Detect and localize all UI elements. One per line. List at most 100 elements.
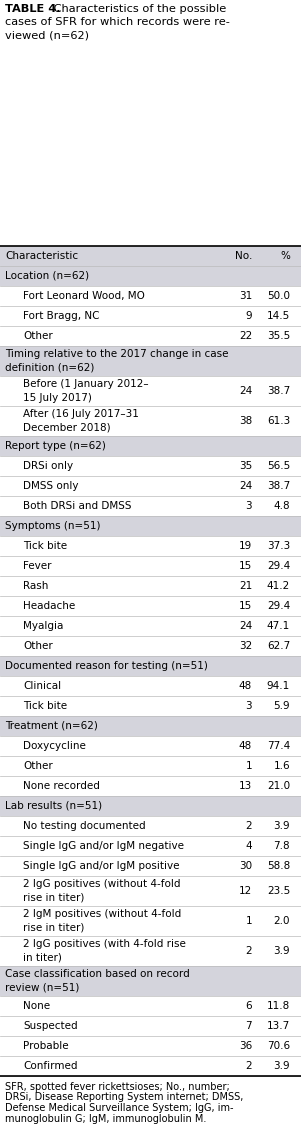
- Text: December 2018): December 2018): [23, 423, 111, 433]
- Text: 13: 13: [239, 781, 252, 791]
- Text: 24: 24: [239, 386, 252, 396]
- Text: 3.9: 3.9: [273, 821, 290, 831]
- Bar: [0, 306, 301, 326]
- Text: None recorded: None recorded: [23, 781, 100, 791]
- Text: 48: 48: [239, 681, 252, 691]
- Text: Doxycycline: Doxycycline: [23, 741, 86, 751]
- Text: 29.4: 29.4: [267, 561, 290, 571]
- Text: 2 IgM positives (without 4-fold: 2 IgM positives (without 4-fold: [23, 909, 181, 919]
- Text: 1: 1: [245, 916, 252, 926]
- Text: 14.5: 14.5: [267, 311, 290, 321]
- Text: 24: 24: [239, 481, 252, 491]
- Bar: [0, 266, 301, 287]
- Text: SFR, spotted fever rickettsioses; No., number;: SFR, spotted fever rickettsioses; No., n…: [5, 1082, 230, 1092]
- Text: Clinical: Clinical: [23, 681, 61, 691]
- Text: Myalgia: Myalgia: [23, 622, 64, 631]
- Text: 15: 15: [239, 601, 252, 611]
- Text: munoglobulin G; IgM, immunoglobulin M.: munoglobulin G; IgM, immunoglobulin M.: [5, 1113, 206, 1123]
- Bar: [0, 326, 301, 346]
- Bar: [0, 596, 301, 616]
- Text: Single IgG and/or IgM negative: Single IgG and/or IgM negative: [23, 841, 184, 851]
- Bar: [0, 836, 301, 856]
- Bar: [0, 536, 301, 556]
- Text: 4.8: 4.8: [273, 501, 290, 511]
- Bar: [0, 406, 301, 437]
- Text: Other: Other: [23, 761, 53, 772]
- Bar: [0, 556, 301, 576]
- Text: 30: 30: [239, 861, 252, 871]
- Text: Other: Other: [23, 331, 53, 341]
- Bar: [0, 456, 301, 476]
- Bar: [0, 776, 301, 796]
- Text: Fort Bragg, NC: Fort Bragg, NC: [23, 311, 100, 321]
- Text: After (16 July 2017–31: After (16 July 2017–31: [23, 409, 139, 420]
- Text: in titer): in titer): [23, 953, 62, 962]
- Text: 2 IgG positives (with 4-fold rise: 2 IgG positives (with 4-fold rise: [23, 940, 186, 950]
- Text: 77.4: 77.4: [267, 741, 290, 751]
- Text: Confirmed: Confirmed: [23, 1061, 77, 1070]
- Text: TABLE 4.: TABLE 4.: [5, 5, 61, 14]
- Text: Suspected: Suspected: [23, 1021, 78, 1031]
- Bar: [0, 376, 301, 406]
- Bar: [0, 936, 301, 966]
- Text: 2: 2: [245, 821, 252, 831]
- Bar: [0, 346, 301, 376]
- Bar: [0, 906, 301, 936]
- Text: 23.5: 23.5: [267, 885, 290, 896]
- Text: 22: 22: [239, 331, 252, 341]
- Text: 2.0: 2.0: [274, 916, 290, 926]
- Bar: [0, 796, 301, 816]
- Text: 13.7: 13.7: [267, 1021, 290, 1031]
- Bar: [0, 496, 301, 515]
- Text: Rash: Rash: [23, 581, 48, 591]
- Bar: [0, 996, 301, 1016]
- Text: 6: 6: [245, 1001, 252, 1011]
- Text: Documented reason for testing (n=51): Documented reason for testing (n=51): [5, 661, 208, 671]
- Text: 4: 4: [245, 841, 252, 851]
- Bar: [0, 696, 301, 716]
- Text: 38.7: 38.7: [267, 481, 290, 491]
- Text: 2: 2: [245, 1061, 252, 1070]
- Text: 1.6: 1.6: [273, 761, 290, 772]
- Bar: [0, 756, 301, 776]
- Text: Characteristic: Characteristic: [5, 252, 78, 261]
- Text: 24: 24: [239, 622, 252, 631]
- Text: 3.9: 3.9: [273, 946, 290, 957]
- Bar: [0, 856, 301, 876]
- Text: cases of SFR for which records were re-: cases of SFR for which records were re-: [5, 17, 230, 27]
- Text: viewed (n=62): viewed (n=62): [5, 30, 89, 39]
- Text: Location (n=62): Location (n=62): [5, 271, 89, 281]
- Text: 2 IgG positives (without 4-fold: 2 IgG positives (without 4-fold: [23, 880, 181, 889]
- Text: 3: 3: [245, 700, 252, 711]
- Text: Probable: Probable: [23, 1041, 69, 1051]
- Text: Treatment (n=62): Treatment (n=62): [5, 721, 98, 731]
- Text: definition (n=62): definition (n=62): [5, 362, 95, 372]
- Text: 3.9: 3.9: [273, 1061, 290, 1070]
- Text: 36: 36: [239, 1041, 252, 1051]
- Bar: [0, 876, 301, 906]
- Bar: [0, 656, 301, 676]
- Bar: [0, 1036, 301, 1056]
- Text: Case classification based on record: Case classification based on record: [5, 969, 190, 979]
- Text: rise in titer): rise in titer): [23, 923, 84, 933]
- Bar: [0, 1016, 301, 1036]
- Text: Report type (n=62): Report type (n=62): [5, 441, 106, 451]
- Text: 35.5: 35.5: [267, 331, 290, 341]
- Bar: [0, 636, 301, 656]
- Text: Fever: Fever: [23, 561, 51, 571]
- Text: None: None: [23, 1001, 50, 1011]
- Text: 15: 15: [239, 561, 252, 571]
- Bar: [0, 576, 301, 596]
- Bar: [0, 1056, 301, 1076]
- Text: Headache: Headache: [23, 601, 75, 611]
- Text: 9: 9: [245, 311, 252, 321]
- Text: 38.7: 38.7: [267, 386, 290, 396]
- Text: No.: No.: [234, 252, 252, 261]
- Text: 50.0: 50.0: [267, 291, 290, 301]
- Text: Tick bite: Tick bite: [23, 700, 67, 711]
- Text: Both DRSi and DMSS: Both DRSi and DMSS: [23, 501, 132, 511]
- Text: DRSi, Disease Reporting System internet; DMSS,: DRSi, Disease Reporting System internet;…: [5, 1093, 244, 1102]
- Text: Tick bite: Tick bite: [23, 541, 67, 550]
- Bar: [0, 515, 301, 536]
- Text: 12: 12: [239, 885, 252, 896]
